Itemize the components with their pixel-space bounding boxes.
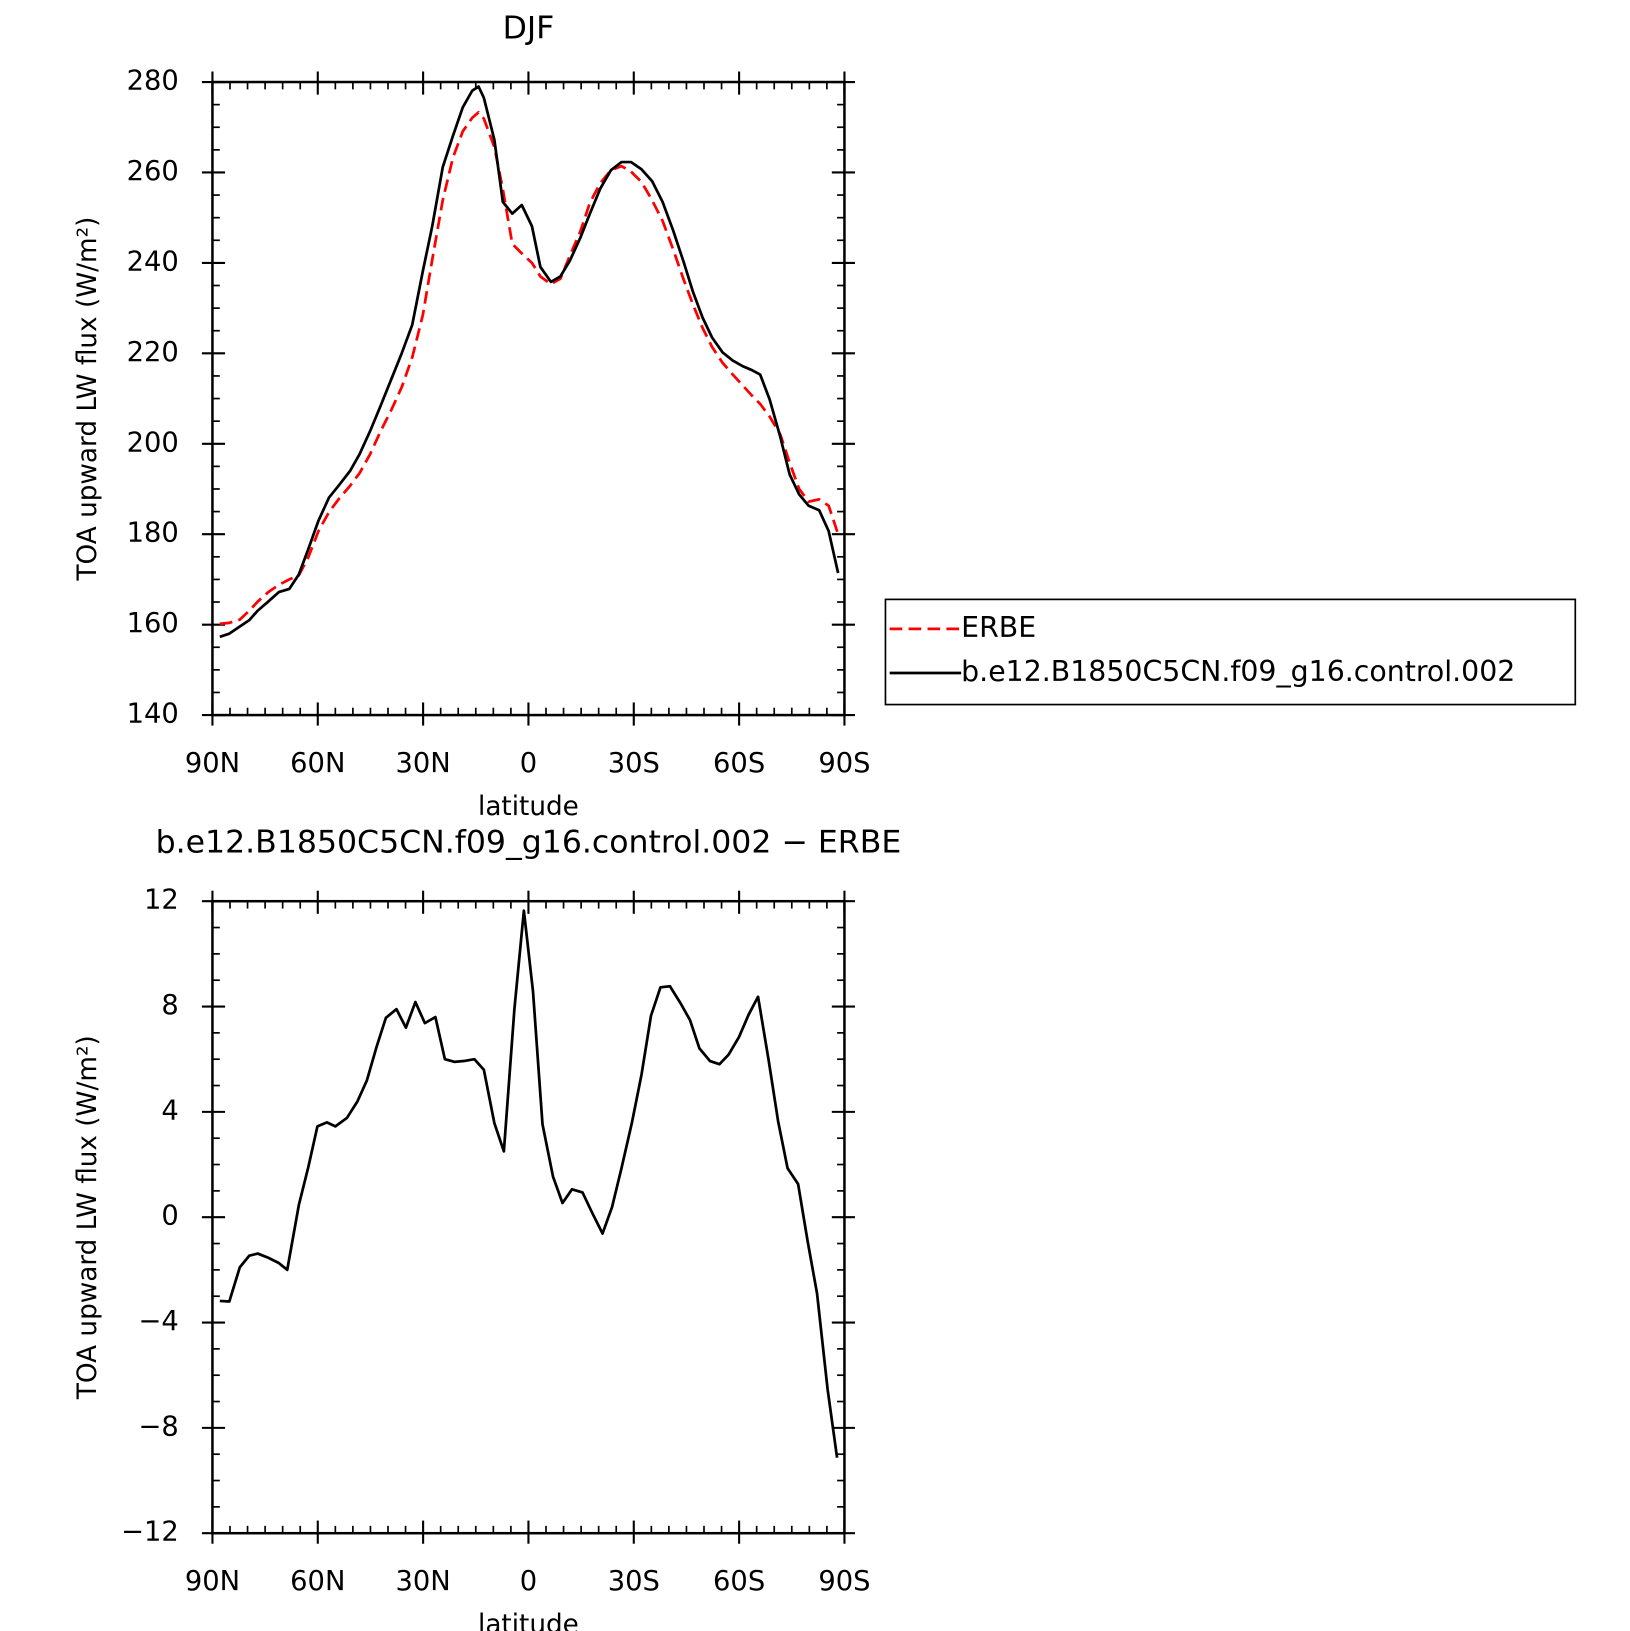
x-tick-label: 0 <box>520 748 537 779</box>
y-tick-label: 280 <box>127 66 179 97</box>
x-tick-label: 90S <box>818 748 870 779</box>
legend-label: b.e12.B1850C5CN.f09_g16.control.002 <box>961 655 1515 688</box>
y-tick-label: 160 <box>127 608 179 639</box>
data-line <box>219 85 840 639</box>
y-tick-label: 200 <box>127 427 179 458</box>
chart-title: DJF <box>503 10 555 46</box>
chart-title: b.e12.B1850C5CN.f09_g16.control.002 − ER… <box>156 824 902 860</box>
x-tick-label: 60S <box>713 1566 765 1597</box>
x-tick-label: 30N <box>396 748 451 779</box>
data-line <box>219 909 839 1458</box>
y-tick-label: 220 <box>127 337 179 368</box>
y-tick-label: −4 <box>138 1306 178 1337</box>
y-axis-label: TOA upward LW flux (W/m²) <box>73 217 103 582</box>
y-tick-label: 4 <box>161 1095 178 1126</box>
x-tick-label: 90N <box>185 748 240 779</box>
x-axis-label: latitude <box>478 792 579 822</box>
y-tick-label: 140 <box>127 699 179 730</box>
y-tick-label: −8 <box>138 1411 178 1442</box>
x-tick-label: 60S <box>713 748 765 779</box>
plot-frame <box>211 899 846 1535</box>
x-tick-label: 90S <box>818 1566 870 1597</box>
y-tick-label: 8 <box>161 990 178 1021</box>
x-tick-label: 30S <box>608 748 660 779</box>
legend-box <box>884 598 1577 706</box>
x-axis-label: latitude <box>478 1610 579 1631</box>
data-line <box>219 110 840 626</box>
x-tick-label: 60N <box>290 748 345 779</box>
y-axis-label: TOA upward LW flux (W/m²) <box>73 1035 103 1400</box>
y-tick-label: 12 <box>144 885 179 916</box>
y-tick-label: 260 <box>127 156 179 187</box>
y-tick-label: 0 <box>161 1201 178 1232</box>
legend-label: ERBE <box>961 611 1036 644</box>
x-tick-label: 90N <box>185 1566 240 1597</box>
plot-frame <box>211 80 846 717</box>
x-tick-label: 60N <box>290 1566 345 1597</box>
y-tick-label: −12 <box>121 1517 179 1548</box>
x-tick-label: 30N <box>396 1566 451 1597</box>
y-tick-label: 240 <box>127 246 179 277</box>
x-tick-label: 30S <box>608 1566 660 1597</box>
x-tick-label: 0 <box>520 1566 537 1597</box>
y-tick-label: 180 <box>127 518 179 549</box>
